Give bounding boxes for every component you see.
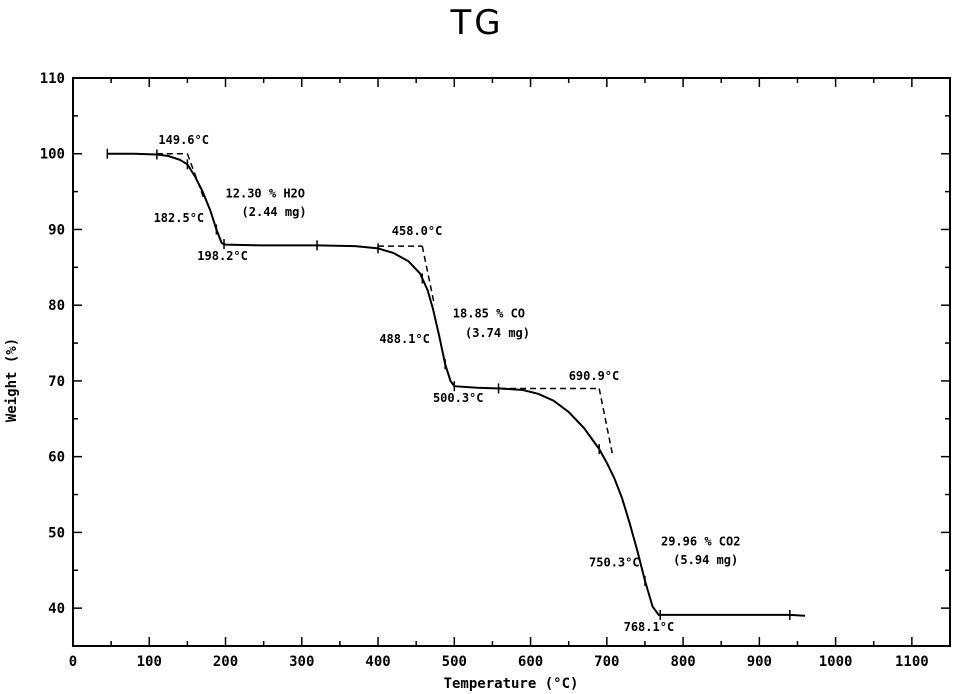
x-tick-label: 800	[670, 654, 695, 670]
annotation-label: 488.1°C	[379, 332, 430, 346]
y-tick-label: 80	[48, 298, 65, 314]
y-tick-label: 40	[48, 601, 65, 617]
x-tick-label: 400	[365, 654, 390, 670]
annotation-label: 12.30 % H2O	[226, 187, 305, 201]
x-tick-label: 100	[137, 654, 162, 670]
x-axis-tick-labels: 0 100 200 300 400 500 600 700 800 900 1000 1100	[69, 654, 929, 670]
annotation-label: (2.44 mg)	[242, 205, 307, 219]
tg-curve	[107, 152, 806, 617]
y-tick-label: 60	[48, 450, 65, 466]
x-tick-label: 600	[518, 654, 543, 670]
annotation-label: 149.6°C	[158, 133, 209, 147]
x-tick-label: 700	[594, 654, 619, 670]
curve-markers	[106, 148, 791, 620]
y-axis-title: Weight (%)	[4, 338, 20, 422]
x-tick-label: 1000	[819, 654, 853, 670]
annotation-label: 18.85 % CO	[453, 306, 525, 320]
y-tick-label: 100	[40, 147, 65, 163]
x-tick-label: 300	[289, 654, 314, 670]
x-tick-label: 500	[442, 654, 467, 670]
annotation-label: 458.0°C	[392, 224, 443, 238]
x-tick-label: 0	[69, 654, 77, 670]
onset-tangent-line	[421, 245, 436, 306]
annotation-label: 500.3°C	[433, 391, 484, 405]
annotation-label: 690.9°C	[569, 369, 620, 383]
x-axis-title: Temperature (°C)	[444, 676, 579, 692]
annotation-label: 198.2°C	[197, 249, 248, 263]
annotation-label: 29.96 % CO2	[661, 534, 740, 548]
x-tick-label: 200	[213, 654, 238, 670]
annotation-label: 750.3°C	[589, 555, 640, 569]
y-tick-label: 70	[48, 374, 65, 390]
x-tick-label: 1100	[895, 654, 929, 670]
y-tick-label: 50	[48, 525, 65, 541]
y-tick-label: 110	[40, 71, 65, 87]
annotation-label: 182.5°C	[154, 211, 205, 225]
annotation-label: 768.1°C	[624, 620, 675, 634]
y-tick-label: 90	[48, 222, 65, 238]
plot-frame	[72, 77, 951, 647]
x-axis-ticks	[72, 78, 951, 646]
onset-tangent-line	[598, 388, 614, 457]
annotation-label: (3.74 mg)	[465, 326, 530, 340]
annotations: 149.6°C 12.30 % H2O (2.44 mg) 182.5°C 198.2°…	[154, 133, 741, 634]
y-axis-tick-labels: 40 50 60 70 80 90 100 110	[40, 71, 65, 617]
x-tick-label: 900	[747, 654, 772, 670]
chart-title: TG	[449, 3, 503, 43]
y-axis-ticks	[73, 77, 950, 609]
annotation-label: (5.94 mg)	[673, 553, 738, 567]
